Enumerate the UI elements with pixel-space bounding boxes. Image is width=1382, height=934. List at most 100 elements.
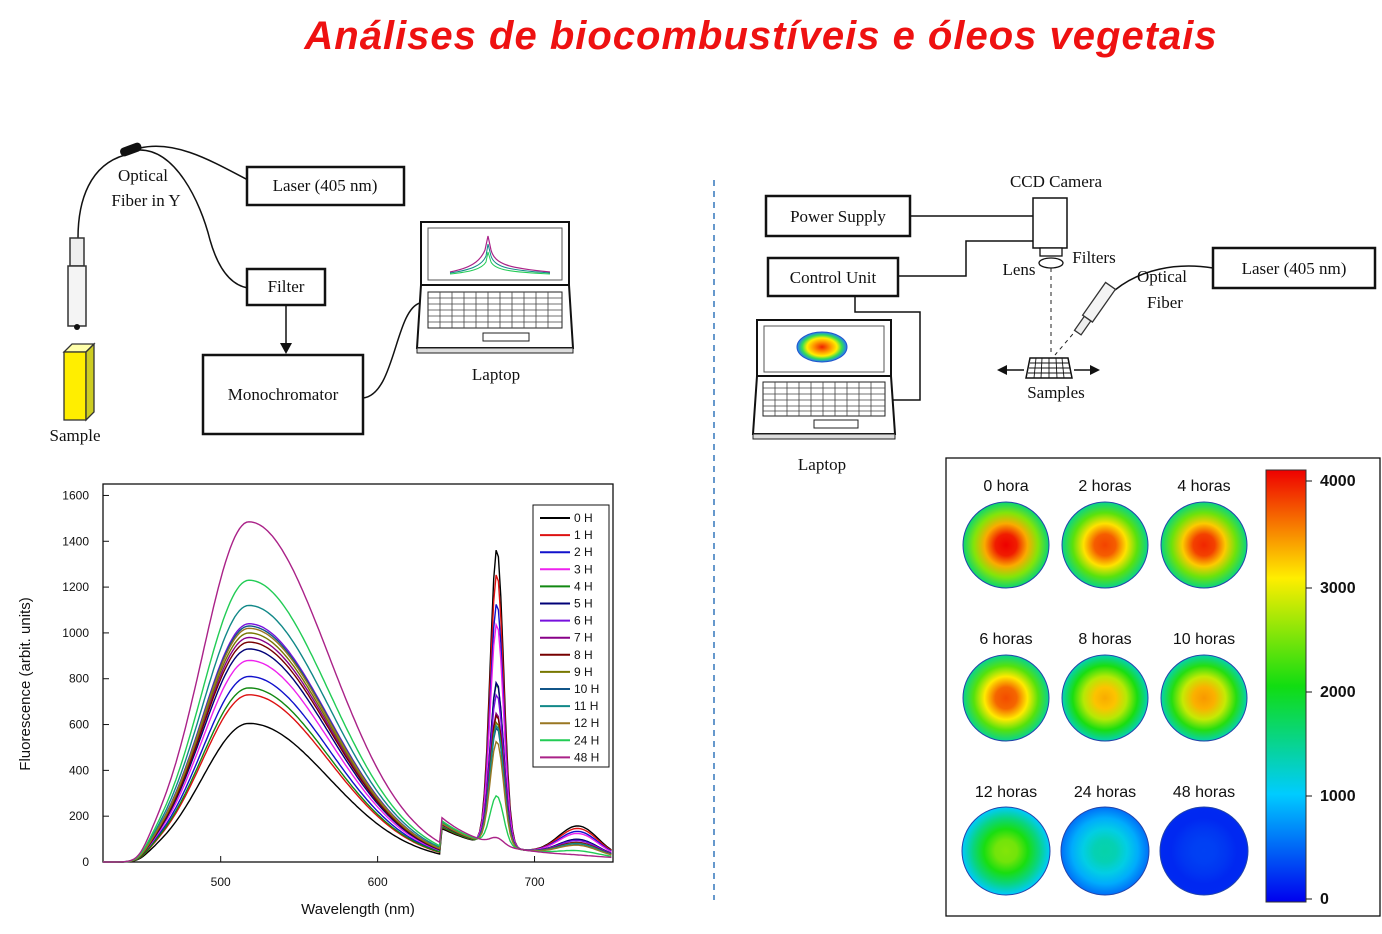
y-tick-label: 200 — [69, 809, 89, 823]
y-tick-label: 0 — [82, 855, 89, 869]
laptop-left-label: Laptop — [472, 365, 520, 384]
right-laser-label: Laser (405 nm) — [1242, 259, 1347, 278]
heatmap-label: 8 horas — [1078, 631, 1131, 648]
heatmap-label: 24 horas — [1074, 784, 1136, 801]
series-line-14 — [103, 521, 612, 863]
heatmap-disk-4 — [1061, 654, 1149, 742]
heatmap-label: 10 horas — [1173, 631, 1235, 648]
colorbar-tick-label: 1000 — [1320, 788, 1356, 805]
samples-label: Samples — [1027, 383, 1085, 402]
lens-label: Lens — [1002, 260, 1035, 279]
laptop-right-label: Laptop — [798, 455, 846, 474]
right-optical-label-1: Optical — [1137, 267, 1187, 286]
legend-entry: 11 H — [574, 699, 598, 713]
legend-entry: 12 H — [574, 716, 599, 730]
filter-box — [245, 267, 327, 307]
filter-icon — [1038, 257, 1064, 269]
y-tick-label: 1000 — [62, 626, 89, 640]
monochromator-box — [201, 353, 365, 436]
optical-fiber-label-1: Optical — [118, 166, 168, 185]
legend-entry: 5 H — [574, 597, 593, 611]
control-unit-label: Control Unit — [790, 268, 877, 287]
plate-arrow-right-head — [1090, 365, 1100, 375]
power-supply-label: Power Supply — [790, 207, 886, 226]
legend-entry: 1 H — [574, 528, 593, 542]
y-tick-label: 400 — [69, 763, 89, 777]
heatmap-panel: 0 hora 2 horas 4 horas 6 horas 8 horas 10 hor… — [945, 457, 1381, 917]
colorbar-tick-label: 4000 — [1320, 473, 1356, 490]
fiber-coupler — [120, 142, 142, 157]
x-tick-label: 700 — [525, 875, 545, 889]
heatmap-label: 48 horas — [1173, 784, 1235, 801]
right-fiber — [1114, 265, 1214, 291]
chart-ticks: 500 600 700 0 200 400 600 800 1000 1200 1400 1600 — [62, 488, 545, 889]
probe-body — [67, 265, 87, 327]
colorbar — [1265, 469, 1307, 903]
legend-entry: 10 H — [574, 682, 599, 696]
probe-head — [69, 237, 85, 267]
legend-entry: 3 H — [574, 562, 593, 576]
fiber-to-probe — [77, 154, 126, 239]
legend-entry: 48 H — [574, 750, 599, 764]
heatmap-disk-3 — [962, 654, 1050, 742]
laptop-right-icon — [751, 319, 897, 440]
y-tick-label: 1200 — [62, 580, 89, 594]
heatmap-disks: 0 hora 2 horas 4 horas 6 horas 8 horas 10 hor… — [961, 478, 1249, 896]
filter-arrow-head — [280, 343, 292, 354]
heatmap-label: 0 hora — [983, 478, 1028, 495]
heatmap-disk-8 — [1159, 806, 1249, 896]
right-optical-label-2: Fiber — [1147, 293, 1183, 312]
heatmap-disk-7 — [1060, 806, 1150, 896]
heatmap-label: 12 horas — [975, 784, 1037, 801]
legend-entry: 7 H — [574, 631, 593, 645]
lens-icon — [1039, 247, 1063, 257]
mono-laptop-cable — [362, 302, 421, 399]
laptop-cable — [854, 296, 921, 401]
sample-label: Sample — [50, 426, 101, 445]
laser-box — [245, 165, 406, 207]
colorbar-tick-label: 0 — [1320, 891, 1329, 908]
page-title: Análises de biocombustíveis e óleos vege… — [304, 14, 1218, 58]
heatmap-disk-2 — [1160, 501, 1248, 589]
power-supply-box — [764, 194, 912, 238]
y-tick-label: 1600 — [62, 488, 89, 502]
chart-lines — [103, 521, 612, 863]
x-tick-label: 500 — [211, 875, 231, 889]
legend-entry: 4 H — [574, 579, 593, 593]
filters-label: Filters — [1072, 248, 1115, 267]
legend-entry: 0 H — [574, 511, 593, 525]
y-tick-label: 600 — [69, 718, 89, 732]
y-axis-title: Fluorescence (arbit. units) — [17, 597, 34, 770]
fluorescence-chart: 500 600 700 0 200 400 600 800 1000 1200 1400 1600 W… — [17, 483, 614, 918]
legend-entry: 9 H — [574, 665, 593, 679]
ccd-camera-label: CCD Camera — [1010, 172, 1103, 191]
y-tick-label: 800 — [69, 672, 89, 686]
x-axis-title: Wavelength (nm) — [301, 901, 415, 918]
laser-label: Laser (405 nm) — [273, 176, 378, 195]
plate-arrow-left-head — [997, 365, 1007, 375]
legend-entry: 6 H — [574, 614, 593, 628]
heatmap-label: 6 horas — [979, 631, 1032, 648]
right-laser-box — [1211, 246, 1377, 290]
laptop-left-icon — [415, 221, 575, 354]
colorbar-tick-label: 3000 — [1320, 580, 1356, 597]
x-tick-label: 600 — [368, 875, 388, 889]
chart-plot-area — [102, 483, 614, 863]
right-probe-icon — [1073, 281, 1117, 336]
legend-entry: 24 H — [574, 733, 599, 747]
control-cable — [898, 240, 1033, 277]
heatmap-disk-0 — [962, 501, 1050, 589]
heatmap-disk-1 — [1061, 501, 1149, 589]
legend-entry: 2 H — [574, 545, 593, 559]
ccd-camera-icon — [1032, 197, 1068, 249]
heatmap-disk-6 — [961, 806, 1051, 896]
monochromator-label: Monochromator — [228, 385, 339, 404]
legend-entry: 8 H — [574, 648, 593, 662]
left-setup-diagram: Sample Optical Fiber in Y Laser (405 nm)… — [50, 142, 575, 445]
fiber-to-filter — [139, 149, 249, 289]
heatmap-disk-5 — [1160, 654, 1248, 742]
control-unit-box — [766, 256, 900, 298]
chart-legend: 0 H 1 H 2 H 3 H 4 H 5 H 6 H 7 H 8 H 9 H 10 H 11 H 12… — [532, 504, 610, 768]
colorbar-tick-label: 2000 — [1320, 684, 1356, 701]
